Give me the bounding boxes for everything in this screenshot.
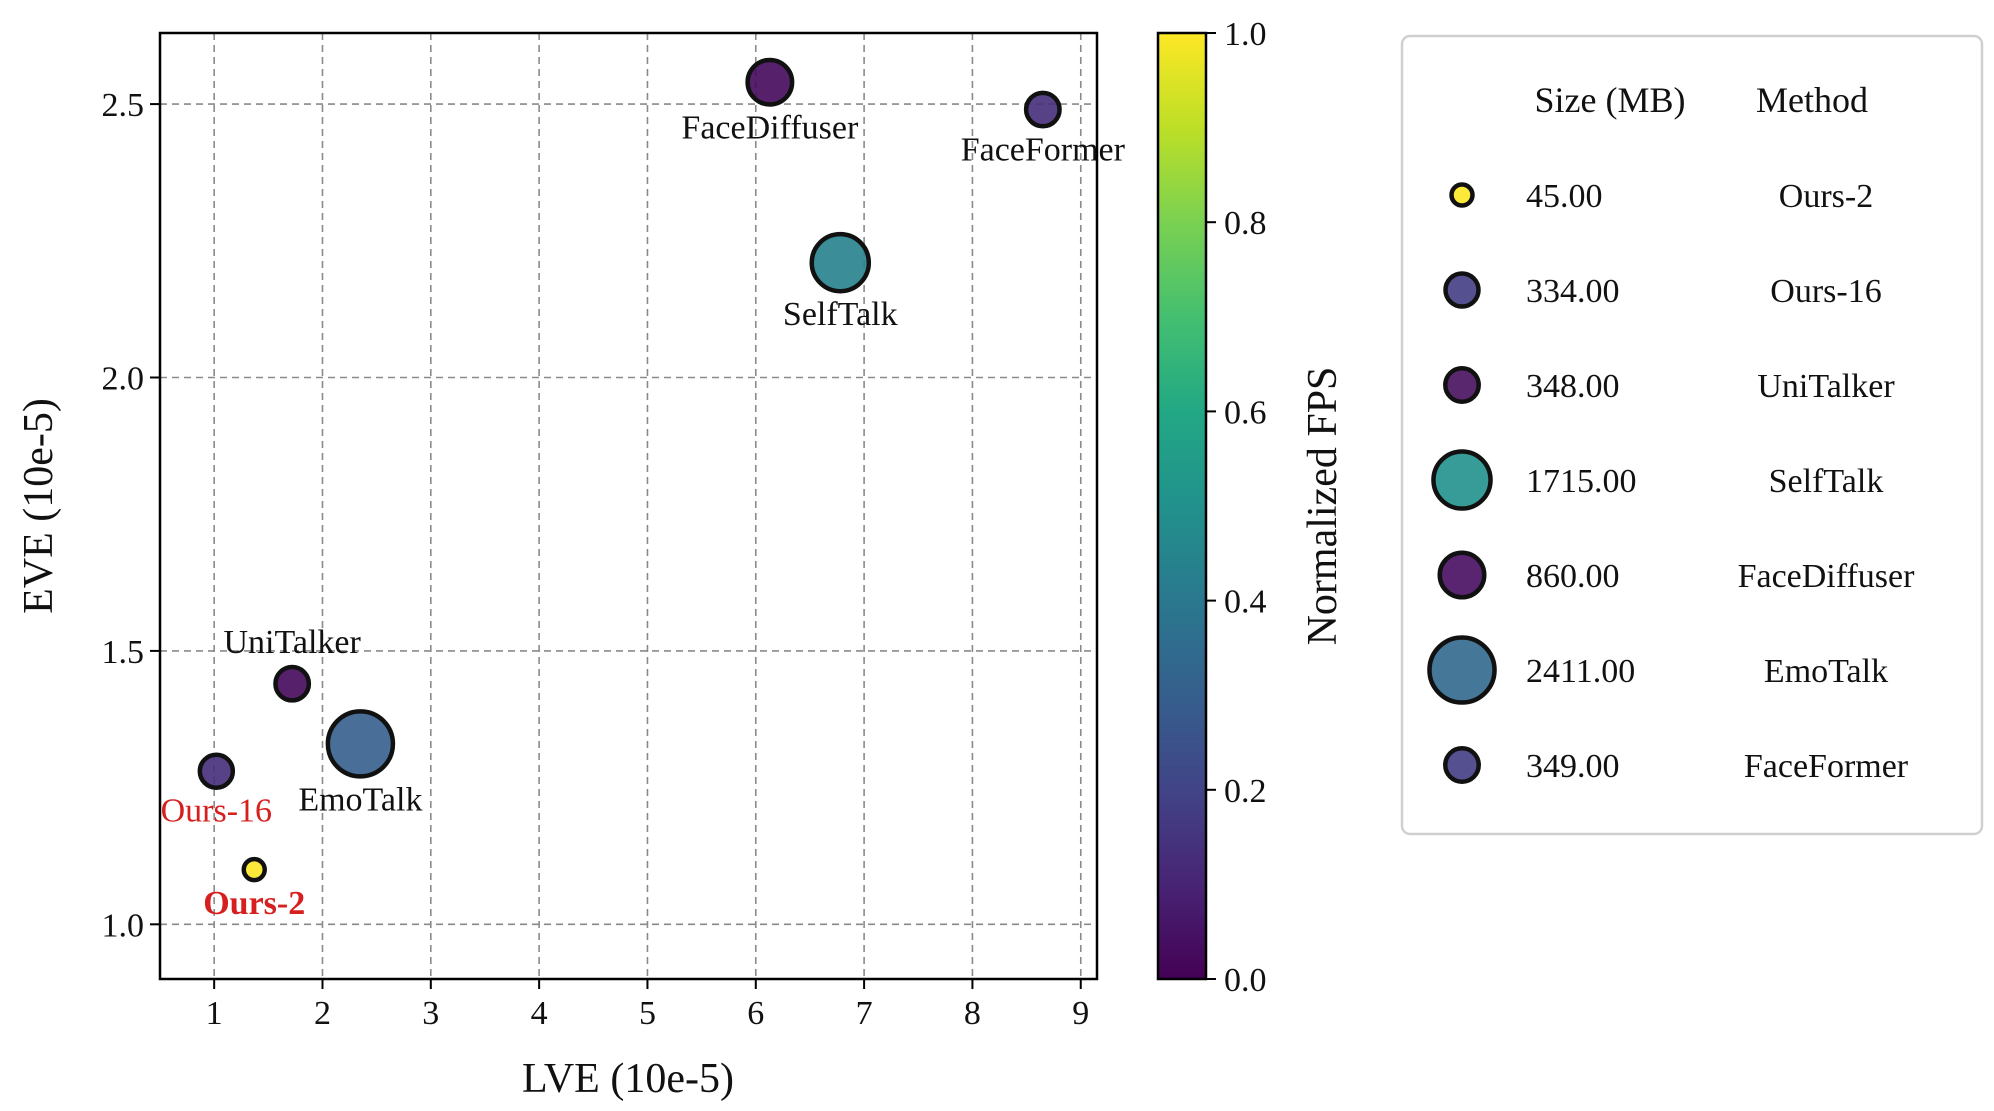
grid-lines	[160, 33, 1097, 979]
plot-frame	[158, 31, 1099, 981]
point-label-ours-16: Ours-16	[161, 793, 272, 830]
legend-marker-unitalker	[1443, 366, 1481, 404]
bubble-ours-16	[197, 752, 236, 790]
legend: Size (MB) Method 45.00 Ours-2 334.00 Ours-1…	[1400, 34, 1984, 836]
legend-method-name: Ours-2	[1779, 178, 1873, 215]
legend-method-name: Ours-16	[1770, 273, 1881, 310]
point-label-selftalk: SelfTalk	[783, 296, 898, 333]
y-tick-label: 1.5	[102, 634, 145, 671]
x-axis-label: LVE (10e-5)	[522, 1056, 734, 1102]
colorbar-label: Normalized FPS	[1300, 367, 1346, 646]
bubble-unitalker	[273, 664, 312, 703]
y-tick-label: 2.0	[102, 360, 145, 397]
legend-marker-facediffuser	[1437, 550, 1487, 600]
legend-size-value: 45.00	[1526, 178, 1603, 215]
colorbar-ticks: 0.0 0.2 0.4 0.6 0.8 1.0	[1206, 16, 1267, 999]
legend-method-name: FaceDiffuser	[1738, 558, 1916, 595]
legend-size-value: 1715.00	[1526, 463, 1637, 500]
point-label-facediffuser: FaceDiffuser	[681, 109, 859, 146]
legend-size-value: 334.00	[1526, 273, 1620, 310]
x-tick-label: 1	[206, 995, 223, 1032]
plot-area: Ours-2 Ours-16 UniTalker EmoTalk FaceDiffuse…	[16, 31, 1126, 1102]
bubble-facediffuser	[745, 57, 795, 107]
point-label-emotalk: EmoTalk	[298, 781, 422, 818]
legend-size-value: 348.00	[1526, 368, 1620, 405]
legend-method-name: FaceFormer	[1744, 748, 1909, 785]
legend-size-value: 349.00	[1526, 748, 1620, 785]
colorbar-tick-label: 1.0	[1224, 16, 1267, 53]
point-label-faceformer: FaceFormer	[961, 131, 1126, 168]
legend-header-method: Method	[1756, 80, 1868, 120]
x-tick-label: 9	[1072, 995, 1089, 1032]
x-tick-label: 7	[856, 995, 873, 1032]
x-tick-label: 8	[964, 995, 981, 1032]
legend-header-size: Size (MB)	[1535, 80, 1686, 120]
x-tick-label: 3	[422, 995, 439, 1032]
bubble-ours-2	[241, 856, 267, 883]
x-tick-label: 5	[639, 995, 656, 1032]
x-tick-label: 4	[531, 995, 548, 1032]
colorbar-tick-label: 0.8	[1224, 205, 1267, 242]
point-labels: Ours-2 Ours-16 UniTalker EmoTalk FaceDiffuse…	[161, 109, 1126, 922]
colorbar-tick-label: 0.6	[1224, 394, 1267, 431]
legend-method-name: SelfTalk	[1769, 463, 1884, 500]
legend-method-name: EmoTalk	[1764, 653, 1888, 690]
legend-marker-faceformer	[1443, 746, 1481, 784]
x-tick-label: 6	[747, 995, 764, 1032]
colorbar: 0.0 0.2 0.4 0.6 0.8 1.0 Normalized FPS	[1156, 16, 1346, 999]
legend-marker-emotalk	[1427, 635, 1497, 705]
legend-method-name: UniTalker	[1757, 368, 1895, 405]
colorbar-tick-label: 0.2	[1224, 773, 1267, 810]
legend-marker-ours-2	[1449, 182, 1475, 208]
legend-size-value: 860.00	[1526, 558, 1620, 595]
y-tick-label: 2.5	[102, 87, 145, 124]
colorbar-gradient	[1156, 31, 1208, 981]
bubble-selftalk	[809, 231, 872, 294]
bubble-emotalk	[325, 709, 396, 779]
x-axis-ticks: 1 2 3 4 5 6 7 8 9	[206, 979, 1089, 1032]
bubble-faceformer	[1023, 90, 1062, 129]
data-points	[197, 57, 1062, 883]
x-tick-label: 2	[314, 995, 331, 1032]
legend-marker-ours-16	[1443, 271, 1481, 309]
y-tick-label: 1.0	[102, 907, 145, 944]
legend-marker-selftalk	[1431, 449, 1493, 511]
point-label-unitalker: UniTalker	[223, 624, 361, 661]
colorbar-tick-label: 0.4	[1224, 584, 1267, 621]
legend-frame	[1400, 34, 1984, 836]
legend-size-value: 2411.00	[1526, 653, 1635, 690]
point-label-ours-2: Ours-2	[203, 885, 305, 922]
colorbar-tick-label: 0.0	[1224, 962, 1267, 999]
legend-entries: 45.00 Ours-2 334.00 Ours-16 348.00 UniTalker 1…	[1427, 178, 1916, 785]
y-axis-label: EVE (10e-5)	[16, 398, 62, 614]
y-axis-ticks: 1.0 1.5 2.0 2.5	[102, 87, 160, 944]
